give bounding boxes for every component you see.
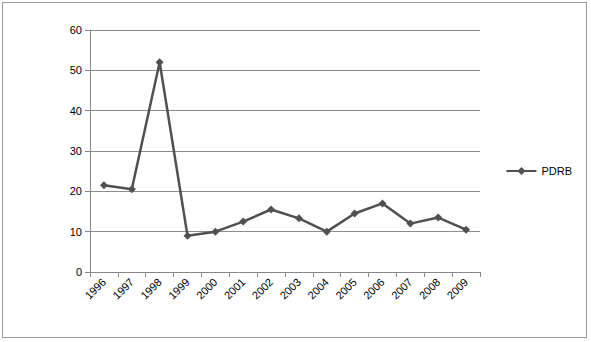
svg-text:1996: 1996 <box>82 276 108 302</box>
svg-text:2005: 2005 <box>333 276 359 302</box>
svg-text:2002: 2002 <box>250 276 276 302</box>
svg-text:1998: 1998 <box>138 276 164 302</box>
svg-text:1997: 1997 <box>110 276 136 302</box>
svg-text:20: 20 <box>70 185 82 197</box>
svg-text:60: 60 <box>70 24 82 36</box>
svg-text:2001: 2001 <box>222 276 248 302</box>
svg-text:2004: 2004 <box>305 276 331 302</box>
svg-text:50: 50 <box>70 64 82 76</box>
svg-text:10: 10 <box>70 226 82 238</box>
svg-text:1999: 1999 <box>166 276 192 302</box>
svg-text:2006: 2006 <box>361 276 387 302</box>
svg-text:PDRB: PDRB <box>541 165 572 177</box>
svg-text:2003: 2003 <box>277 276 303 302</box>
svg-text:2008: 2008 <box>417 276 443 302</box>
svg-text:0: 0 <box>76 266 82 278</box>
svg-text:30: 30 <box>70 145 82 157</box>
svg-text:2007: 2007 <box>389 276 415 302</box>
svg-text:2009: 2009 <box>445 276 471 302</box>
svg-text:2000: 2000 <box>194 276 220 302</box>
svg-text:40: 40 <box>70 105 82 117</box>
